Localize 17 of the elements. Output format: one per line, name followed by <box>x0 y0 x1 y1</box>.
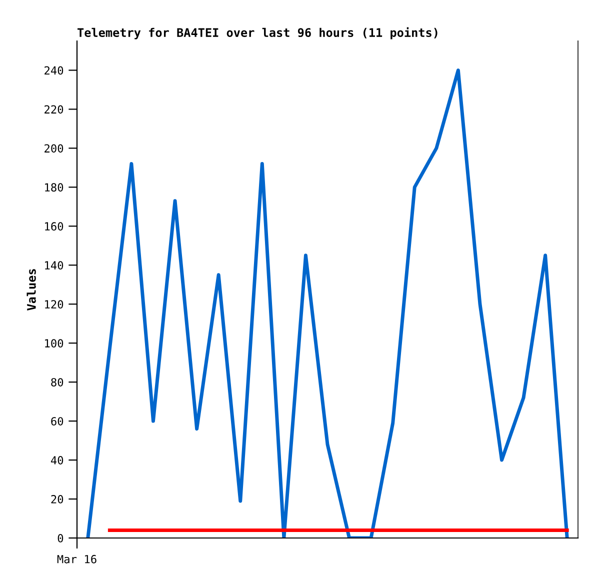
y-tick-label: 40 <box>50 456 64 464</box>
y-tick-label: 160 <box>45 222 64 231</box>
y-tick-label: 0 <box>58 534 64 542</box>
y-tick-label: 200 <box>44 144 64 153</box>
y-tick-label: 60 <box>51 417 64 426</box>
y-tick-label: 80 <box>51 378 64 386</box>
y-tick-label: 100 <box>45 339 64 348</box>
line-series <box>86 68 569 538</box>
y-tick-label: 180 <box>45 183 64 192</box>
y-tick-label: 120 <box>45 300 64 309</box>
text: Mar 16 <box>57 554 96 564</box>
y-tick-label: 20 <box>51 495 64 504</box>
y-axis-title: Values <box>26 269 36 310</box>
y-tick-label: 140 <box>45 261 64 270</box>
y-tick-label: 240 <box>44 66 64 75</box>
chart-title: Telemetry for BA4TEI over last 96 hours (11 points) <box>78 27 438 40</box>
y-tick-label: 220 <box>44 105 64 114</box>
